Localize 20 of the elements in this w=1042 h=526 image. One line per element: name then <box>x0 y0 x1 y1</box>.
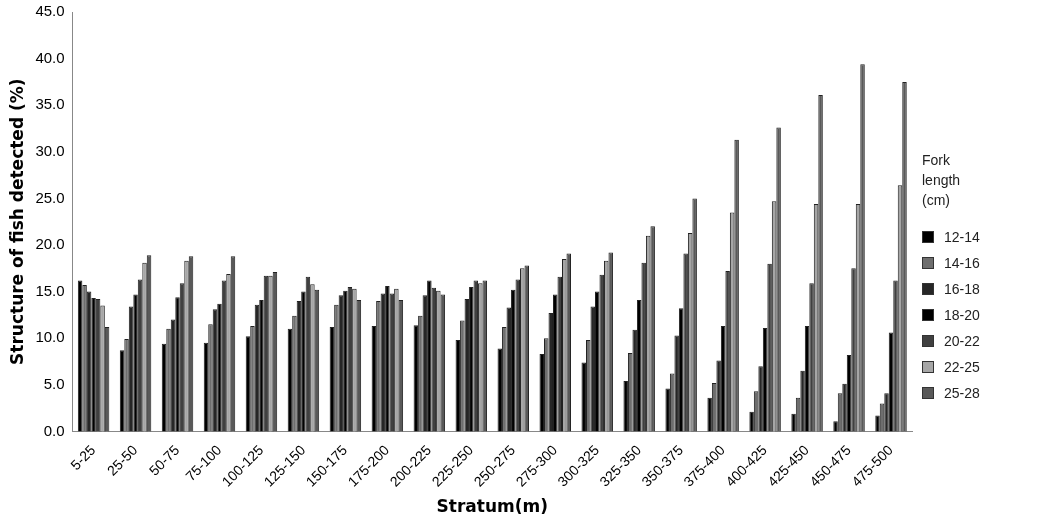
legend-label: 22-25 <box>944 359 980 375</box>
legend-label: 14-16 <box>944 255 980 271</box>
y-tick-label: 45.0 <box>35 2 65 20</box>
legend-label: 12-14 <box>944 229 980 245</box>
y-tick-label: 15.0 <box>35 281 65 299</box>
legend-title: Fork length (cm) <box>922 151 962 210</box>
y-tick-label: 20.0 <box>35 235 65 253</box>
x-axis-title: Stratum(m) <box>436 496 549 517</box>
y-tick-label: 5.0 <box>43 374 65 392</box>
y-tick-label: 0.0 <box>43 421 65 439</box>
legend-label: 25-28 <box>944 385 980 401</box>
legend-label: 20-22 <box>944 333 980 349</box>
y-tick-label: 35.0 <box>35 95 65 113</box>
y-tick-label: 40.0 <box>35 48 65 66</box>
legend-label: 18-20 <box>944 307 980 323</box>
legend-label: 16-18 <box>944 281 980 297</box>
y-axis-title: Structure of fish detected (%) <box>6 78 27 365</box>
y-tick-label: 30.0 <box>35 141 65 159</box>
y-tick-label: 10.0 <box>35 328 65 346</box>
y-tick-label: 25.0 <box>35 188 65 206</box>
